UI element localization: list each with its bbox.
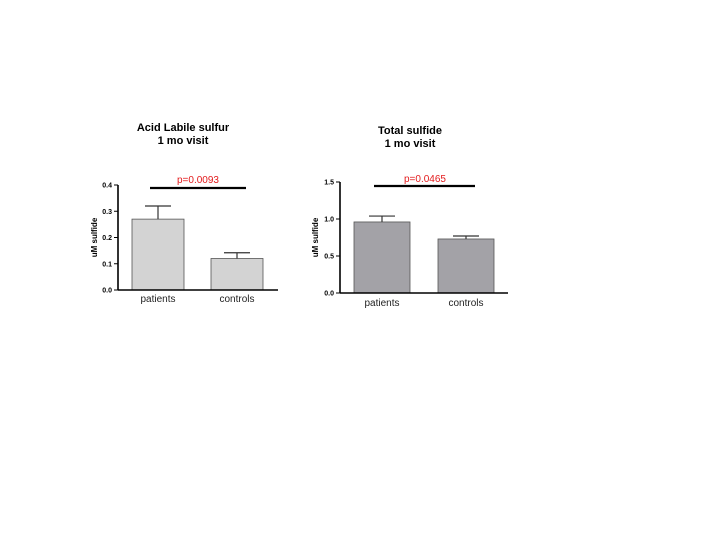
bar-patients: [131, 218, 185, 291]
p-value-annotation: p=0.0093: [177, 175, 219, 186]
y-tick-label: 0.2: [102, 235, 112, 242]
chart-subtitle-line: 1 mo visit: [384, 138, 436, 150]
bar-controls: [210, 258, 264, 291]
chart-title: Acid Labile sulfur 1 mo visit: [137, 122, 229, 148]
chart-title: Total sulfide 1 mo visit: [378, 125, 442, 151]
y-axis-label: uM sulfide: [90, 217, 99, 257]
chart-title-line: Acid Labile sulfur: [136, 122, 230, 134]
y-tick-label: 0.4: [102, 183, 112, 190]
y-tick-label: 0.0: [102, 288, 112, 295]
y-tick-label: 0.3: [102, 209, 112, 216]
category-label: patients: [140, 294, 175, 305]
chart-subtitle-line: 1 mo visit: [157, 135, 209, 147]
y-tick-label: 0.1: [102, 261, 112, 268]
category-label: controls: [219, 294, 254, 305]
chart-title-line: Total sulfide: [378, 125, 442, 137]
